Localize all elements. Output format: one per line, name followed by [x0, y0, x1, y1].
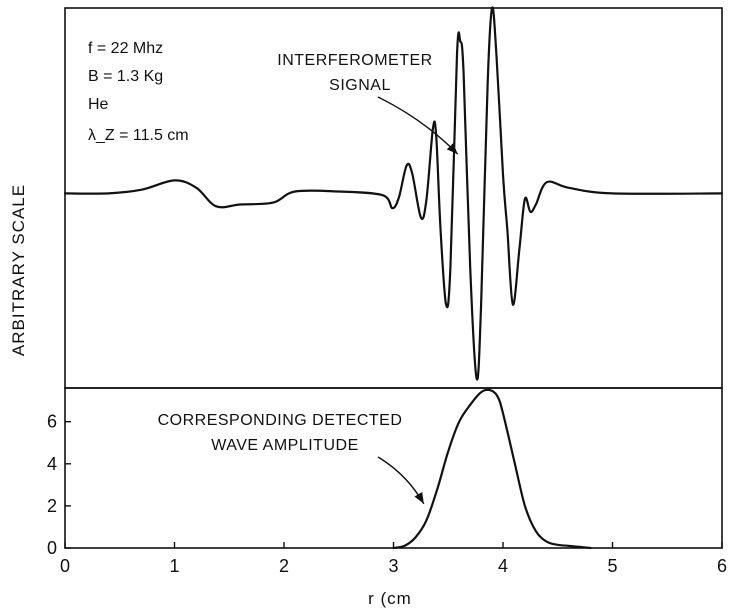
param-frequency: f = 22 Mhz: [88, 40, 163, 57]
amplitude-annotation-line-1: CORRESPONDING DETECTED: [158, 412, 403, 429]
amplitude-annotation: CORRESPONDING DETECTED WAVE AMPLITUDE: [158, 412, 425, 505]
x-axis-label: r (cm: [368, 589, 412, 608]
y-axis-ticks: 0 2 4 6: [47, 412, 71, 558]
x-tick-label: 4: [498, 556, 508, 576]
amplitude-annotation-line-2: WAVE AMPLITUDE: [211, 437, 358, 454]
x-tick-label: 5: [607, 556, 617, 576]
param-gas: He: [88, 96, 109, 113]
y-tick-label: 4: [47, 454, 57, 474]
x-tick-label: 6: [717, 556, 727, 576]
amplitude-arrowhead: [414, 492, 424, 504]
param-field: B = 1.3 Kg: [88, 68, 163, 85]
interferometer-arrowhead: [446, 143, 458, 155]
y-tick-label: 6: [47, 412, 57, 432]
y-tick-label: 2: [47, 496, 57, 516]
interferometer-arrow: [377, 96, 459, 155]
interferometer-annotation: INTERFEROMETER SIGNAL: [277, 52, 459, 155]
interferometer-signal-line: [63, 6, 724, 381]
x-tick-label: 2: [279, 556, 289, 576]
interferometer-annotation-line-2: SIGNAL: [329, 77, 391, 94]
y-tick-label: 0: [47, 538, 57, 558]
detected-amplitude-line: [392, 388, 592, 550]
x-tick-label: 0: [60, 556, 70, 576]
x-tick-label: 3: [388, 556, 398, 576]
parameter-block: f = 22 Mhz B = 1.3 Kg He λ_Z = 11.5 cm: [88, 40, 189, 144]
interferometer-annotation-line-1: INTERFEROMETER: [277, 52, 432, 69]
x-tick-label: 1: [169, 556, 179, 576]
y-axis-label: ARBITRARY SCALE: [9, 184, 28, 356]
x-axis-ticks: 0 1 2 3 4 5 6: [60, 542, 727, 576]
param-wavelength: λ_Z = 11.5 cm: [88, 127, 189, 144]
